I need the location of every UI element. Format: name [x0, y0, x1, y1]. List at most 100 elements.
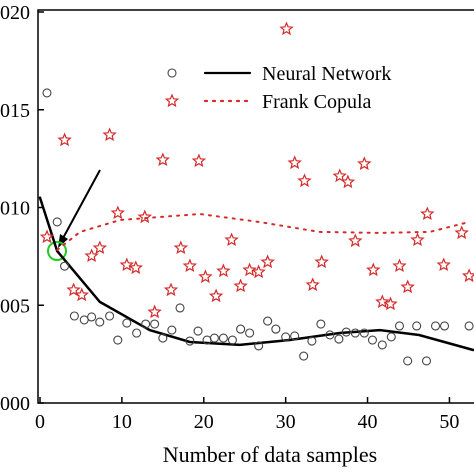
- star-point: [260, 254, 275, 269]
- star-point: [233, 278, 248, 293]
- star-point: [84, 248, 99, 263]
- circle-point: [69, 311, 79, 321]
- circle-point: [254, 341, 264, 351]
- plot-frame: [37, 9, 474, 404]
- circle-point: [307, 336, 317, 346]
- star-point: [410, 232, 425, 247]
- star-point: [357, 156, 372, 171]
- circle-point: [299, 351, 309, 361]
- star-point: [173, 240, 189, 255]
- circle-point: [430, 321, 441, 331]
- legend-label: Frank Copula: [262, 91, 372, 113]
- circle-point: [325, 330, 335, 340]
- circle-point: [316, 319, 326, 329]
- circle-point: [245, 328, 255, 338]
- x-tick-label: 20: [194, 411, 214, 433]
- circle-point: [412, 321, 422, 331]
- y-tick-label: 0.020: [0, 2, 30, 24]
- x-tick-label: 50: [439, 411, 459, 433]
- circle-point: [158, 333, 168, 343]
- star-point: [74, 287, 90, 302]
- star-point: [340, 174, 356, 189]
- circle-point: [334, 334, 344, 344]
- star-point: [216, 263, 231, 278]
- star-point: [155, 152, 170, 167]
- star-point: [287, 155, 302, 170]
- star-point: [383, 296, 398, 311]
- star-point: [305, 277, 320, 292]
- star-point: [208, 288, 224, 303]
- circle-point: [236, 324, 246, 334]
- circle-point: [271, 324, 281, 334]
- star-point: [454, 225, 469, 240]
- circle-point: [42, 88, 52, 98]
- circle-point: [141, 319, 151, 329]
- star-point: [297, 173, 312, 188]
- circle-point: [95, 317, 105, 327]
- star-point: [420, 206, 435, 221]
- circle-point: [350, 328, 360, 338]
- y-tick-label: 0.010: [0, 198, 30, 220]
- star-point: [182, 258, 198, 273]
- circle-point: [341, 327, 351, 337]
- star-point: [102, 127, 117, 142]
- fit-curve: [38, 196, 474, 352]
- circle-point: [185, 336, 195, 346]
- circle-point: [386, 332, 396, 342]
- circle-point: [218, 333, 228, 343]
- circle-point: [290, 331, 300, 341]
- circle-point: [132, 328, 142, 338]
- circle-point: [464, 321, 474, 331]
- circle-point: [87, 312, 97, 322]
- highlight-circle: [47, 241, 67, 261]
- star-point: [436, 257, 451, 272]
- x-tick-label: 10: [112, 411, 132, 433]
- y-tick-label: 0.015: [0, 100, 30, 122]
- y-tick-label: 0.005: [0, 295, 30, 317]
- circle-point: [439, 321, 450, 331]
- circle-point: [52, 217, 62, 227]
- star-point: [279, 21, 294, 36]
- y-tick-label: 0.000: [0, 393, 30, 415]
- star-point: [400, 279, 415, 294]
- star-point: [191, 153, 207, 168]
- circle-point: [394, 321, 405, 331]
- star-point: [366, 262, 381, 277]
- star-point: [137, 209, 152, 224]
- circle-point: [421, 356, 432, 366]
- star-point: [392, 258, 407, 273]
- star-point: [57, 132, 72, 147]
- star-point: [198, 269, 213, 284]
- fit-curve: [56, 212, 471, 251]
- circle-point: [281, 332, 291, 342]
- star-point: [110, 205, 125, 220]
- star-point: [66, 282, 81, 297]
- circle-point: [367, 335, 378, 345]
- circle-point: [209, 333, 219, 343]
- x-axis-label: Number of data samples: [163, 442, 377, 467]
- star-point: [314, 254, 329, 269]
- star-point: [147, 304, 162, 319]
- circle-point: [175, 303, 185, 313]
- circle-point: [227, 335, 237, 345]
- circle-point: [359, 328, 369, 338]
- legend-marker: [167, 68, 177, 78]
- star-point: [39, 229, 55, 244]
- circle-point: [113, 335, 123, 345]
- circle-point: [60, 261, 70, 271]
- star-point: [251, 264, 266, 279]
- star-point: [128, 260, 143, 275]
- star-point: [461, 268, 474, 283]
- circle-point: [167, 325, 177, 335]
- circle-point: [150, 319, 160, 329]
- star-point: [375, 294, 390, 309]
- circle-point: [377, 340, 387, 350]
- star-point: [332, 168, 347, 183]
- x-tick-label: 40: [358, 411, 378, 433]
- circle-point: [105, 311, 115, 321]
- arrow-head: [58, 234, 68, 248]
- star-point: [348, 233, 363, 248]
- circle-point: [263, 316, 273, 326]
- x-tick-label: 0: [35, 411, 45, 433]
- star-point: [224, 232, 239, 247]
